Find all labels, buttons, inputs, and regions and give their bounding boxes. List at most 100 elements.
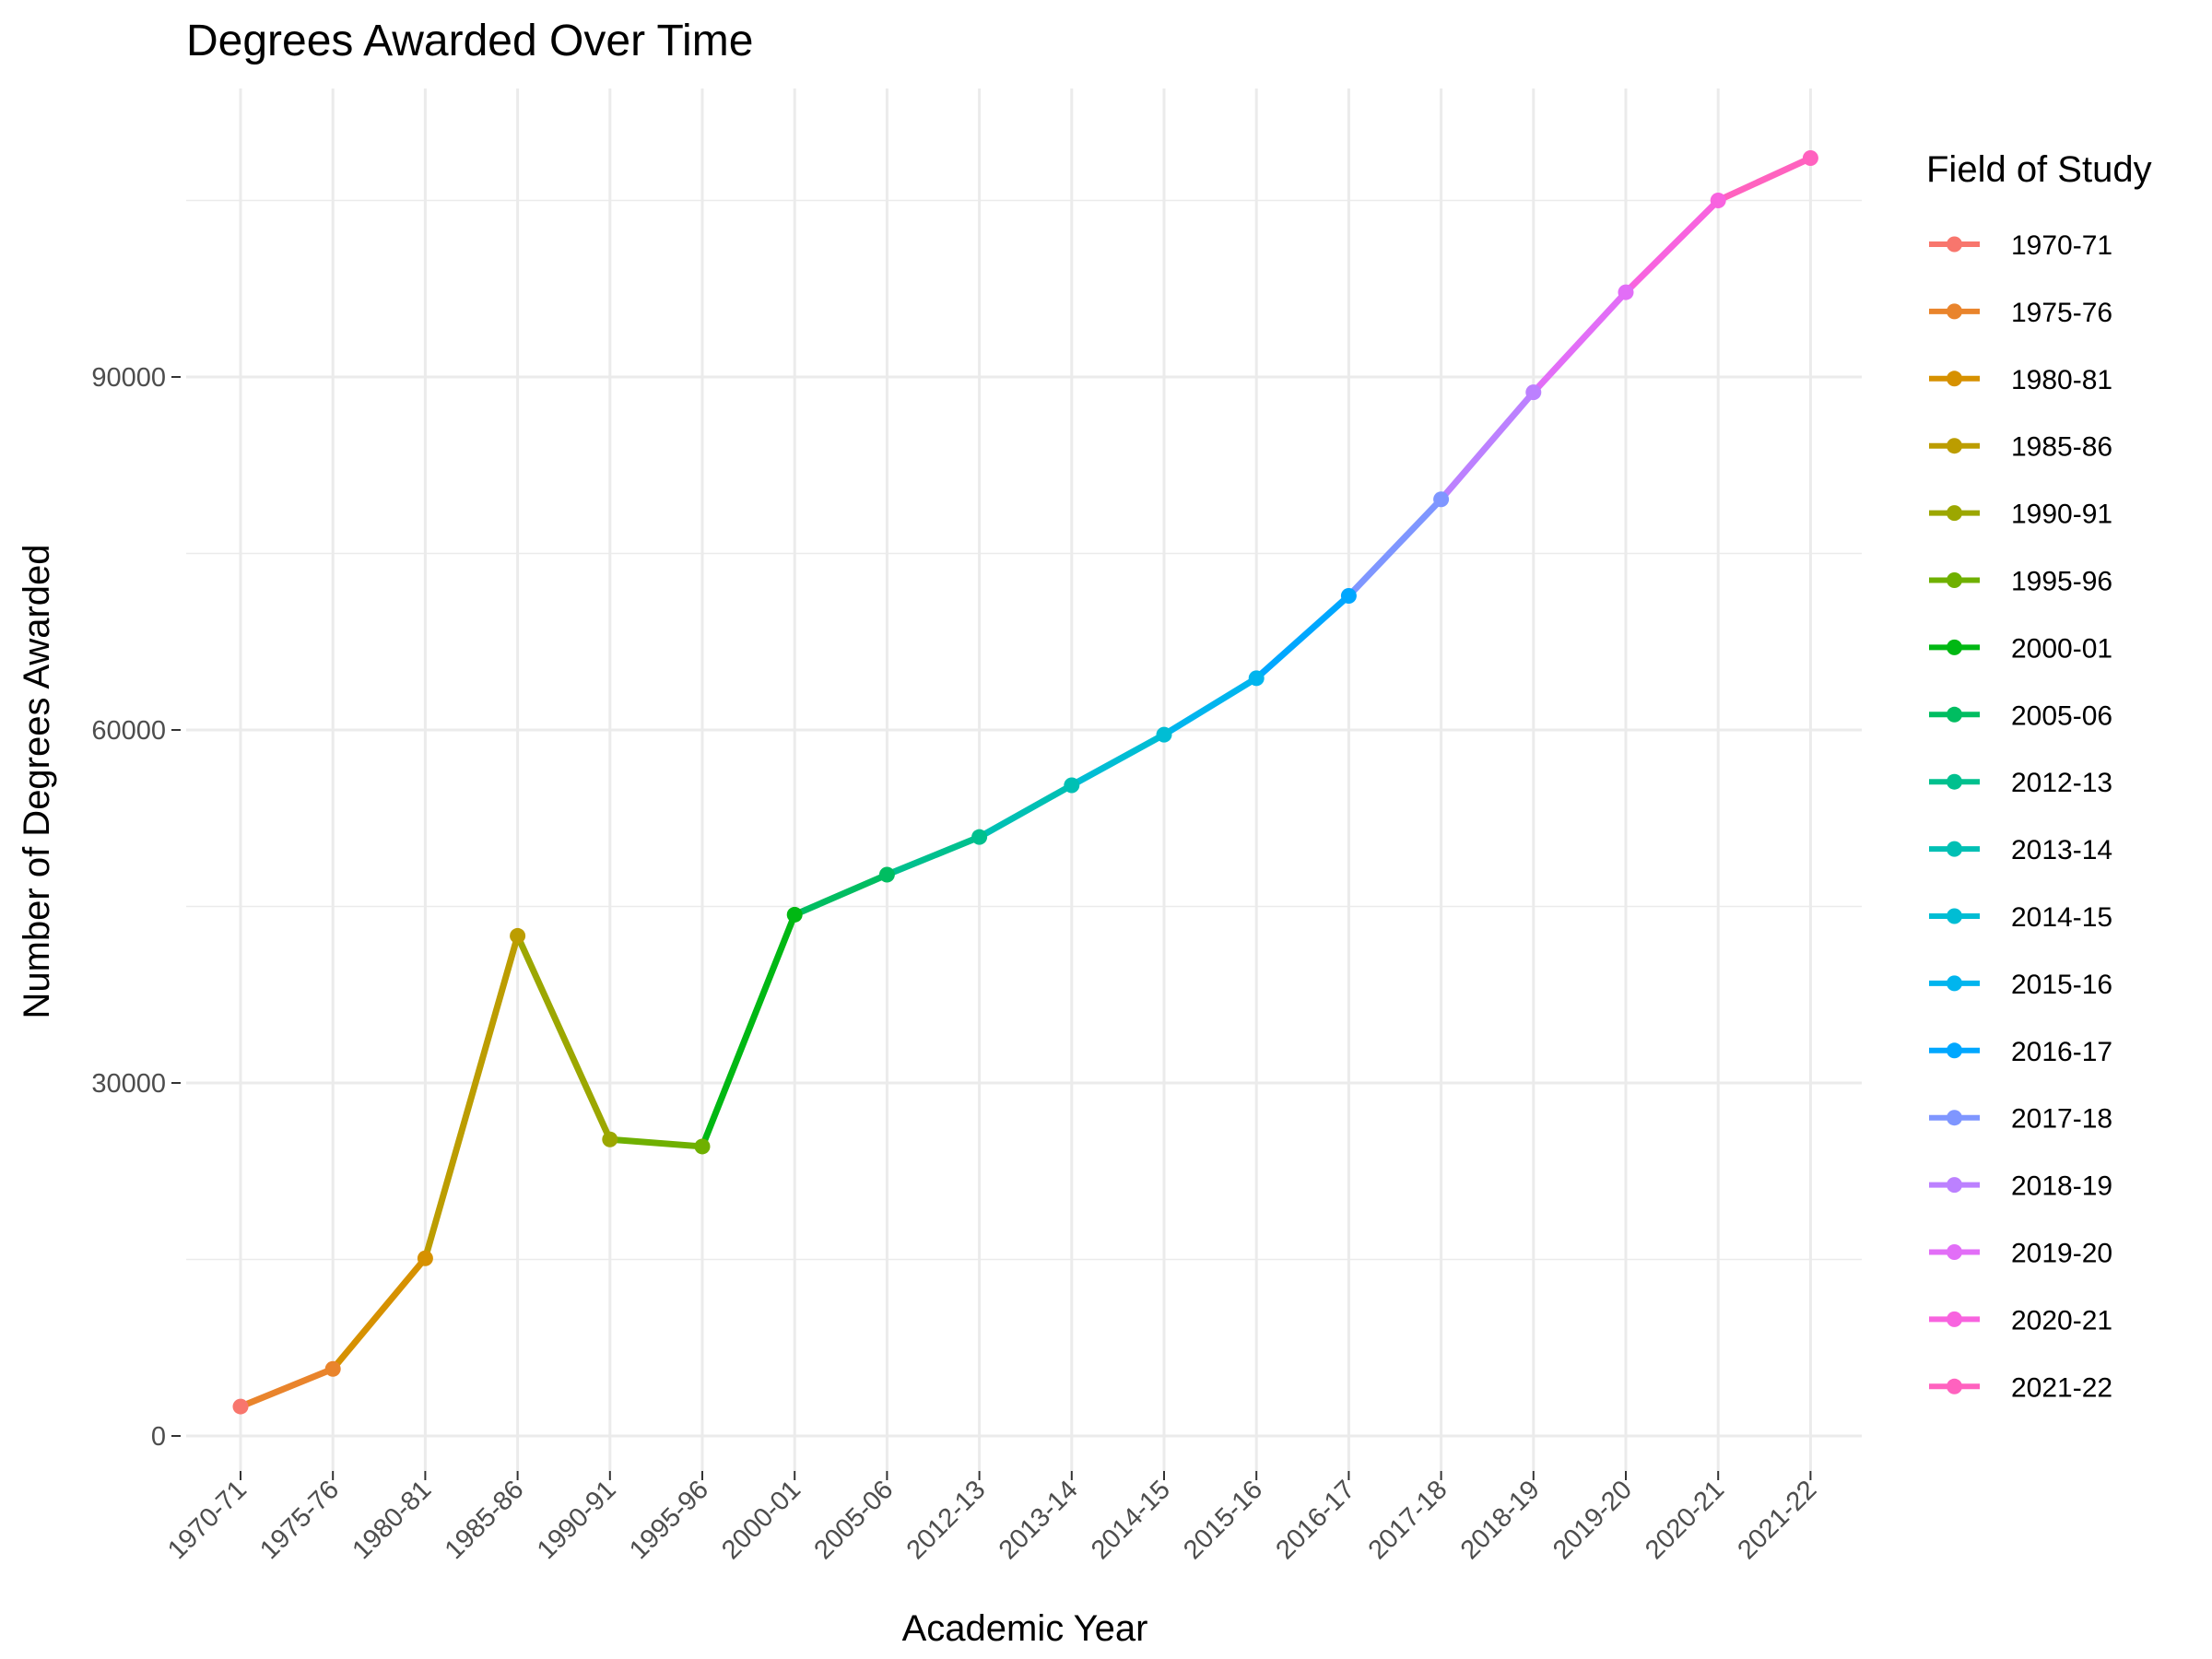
series-line-segment (1253, 592, 1352, 682)
legend-key-point (1947, 1244, 1962, 1260)
series-line-segment (237, 1365, 336, 1410)
data-point (1433, 491, 1450, 508)
series-line-segment (1622, 197, 1722, 296)
y-tick-label: 60000 (91, 716, 166, 746)
x-tick-label: 2017-18 (1363, 1475, 1453, 1565)
legend-label: 2018-19 (2011, 1171, 2112, 1202)
series-line-segment (1160, 675, 1260, 738)
data-point (1618, 284, 1634, 300)
data-point (602, 1131, 618, 1147)
series-line-segment (883, 833, 983, 878)
legend-key-point (1947, 1311, 1962, 1327)
data-point (417, 1250, 433, 1266)
x-axis-title: Academic Year (902, 1608, 1148, 1649)
data-point (1064, 777, 1080, 794)
legend-key-point (1947, 303, 1962, 320)
x-tick-label: 1980-81 (347, 1475, 437, 1565)
legend: Field of Study 1970-71 1975-76 1980-81 1985… (1926, 149, 2152, 1403)
data-point (1710, 193, 1726, 208)
legend-label: 1970-71 (2011, 230, 2112, 261)
legend-key-point (1947, 438, 1962, 454)
x-tick-label: 1985-86 (440, 1475, 530, 1565)
data-point (1525, 384, 1542, 401)
x-tick-label: 2016-17 (1270, 1475, 1360, 1565)
legend-key-point (1947, 908, 1962, 924)
legend-key-point (1947, 639, 1962, 655)
legend-label: 1995-96 (2011, 567, 2112, 597)
legend-label: 2012-13 (2011, 768, 2112, 798)
x-tick-label: 2019-20 (1547, 1475, 1638, 1565)
legend-label: 2016-17 (2011, 1037, 2112, 1067)
data-point (1802, 150, 1818, 167)
legend-label: 1990-91 (2011, 500, 2112, 530)
legend-label: 1980-81 (2011, 365, 2112, 395)
legend-key-point (1947, 1378, 1962, 1394)
x-tick-label: 2021-22 (1732, 1475, 1822, 1565)
axes: 0 30000 60000 90000 1970-71 1975-76 1980-81 198… (91, 363, 1822, 1565)
legend-key-point (1947, 975, 1962, 992)
series-line-segment (606, 1135, 706, 1150)
x-tick-label: 1995-96 (624, 1475, 714, 1565)
chart-title: Degrees Awarded Over Time (186, 17, 753, 65)
legend-key-point (1947, 371, 1962, 387)
x-tick-label: 1975-76 (254, 1475, 345, 1565)
legend-label: 2013-14 (2011, 835, 2112, 865)
legend-key-point (1947, 841, 1962, 857)
legend-key-point (1947, 773, 1962, 790)
series-line-segment (514, 932, 614, 1143)
series-line-segment (1530, 288, 1630, 396)
series-line-segment (791, 871, 890, 918)
data-point (1340, 587, 1357, 604)
series-line-segment (1714, 155, 1814, 204)
series-line-segment (1438, 389, 1537, 503)
data-point (1248, 670, 1265, 687)
legend-label: 2005-06 (2011, 700, 2112, 731)
series-line-segment (1345, 496, 1445, 599)
data-point (878, 866, 895, 883)
series-line-segment (329, 1254, 429, 1372)
y-tick-label: 0 (151, 1422, 166, 1452)
x-tick-label: 1970-71 (162, 1475, 253, 1565)
series-line-segment (1068, 731, 1168, 789)
legend-label: 2014-15 (2011, 902, 2112, 933)
series-line-segment (976, 782, 1076, 841)
legend-label: 2015-16 (2011, 970, 2112, 1000)
x-tick-label: 2015-16 (1178, 1475, 1268, 1565)
legend-key-point (1947, 572, 1962, 588)
x-tick-label: 1990-91 (532, 1475, 622, 1565)
x-tick-label: 2005-06 (808, 1475, 899, 1565)
data-point (324, 1360, 341, 1377)
series-line-segment (699, 911, 798, 1150)
x-tick-label: 2014-15 (1086, 1475, 1176, 1565)
legend-key-point (1947, 1110, 1962, 1126)
series-line-segment (421, 932, 522, 1262)
legend-key-point (1947, 505, 1962, 522)
legend-key-point (1947, 1177, 1962, 1194)
x-tick-label: 2013-14 (994, 1475, 1084, 1565)
series-lines (237, 155, 1814, 1410)
y-tick-label: 30000 (91, 1069, 166, 1099)
y-tick-label: 90000 (91, 363, 166, 393)
data-point (510, 927, 526, 944)
x-tick-label: 2012-13 (901, 1475, 992, 1565)
legend-key-point (1947, 236, 1962, 253)
legend-label: 2017-18 (2011, 1104, 2112, 1135)
data-point (1156, 726, 1172, 743)
y-axis-title: Number of Degrees Awarded (17, 544, 57, 1018)
data-point (971, 829, 988, 845)
legend-label: 1975-76 (2011, 298, 2112, 328)
x-tick-label: 2000-01 (716, 1475, 806, 1565)
data-point (232, 1398, 249, 1415)
data-point (786, 906, 803, 923)
legend-label: 2019-20 (2011, 1239, 2112, 1269)
legend-label: 1985-86 (2011, 432, 2112, 463)
x-tick-label: 2018-19 (1455, 1475, 1546, 1565)
gridlines (186, 88, 1862, 1471)
legend-title: Field of Study (1926, 149, 2152, 190)
series-points (232, 150, 1818, 1415)
legend-label: 2021-22 (2011, 1372, 2112, 1403)
legend-label: 2020-21 (2011, 1305, 2112, 1335)
legend-key-point (1947, 1042, 1962, 1059)
